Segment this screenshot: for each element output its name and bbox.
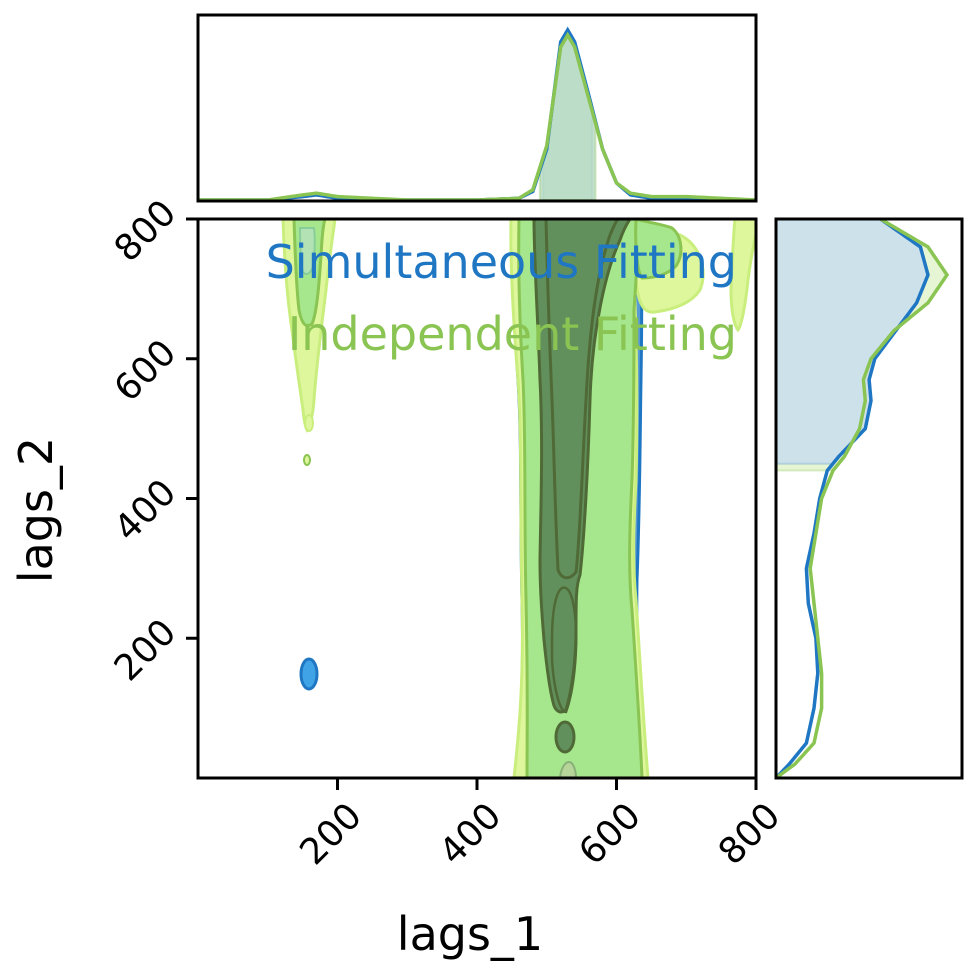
top-marginal-shade bbox=[538, 33, 597, 201]
x-tick-label: 400 bbox=[432, 795, 510, 873]
contour-independent-left-dot-1 bbox=[304, 414, 314, 432]
top-marginal-panel bbox=[196, 13, 758, 203]
y-axis-label: lags_2 bbox=[9, 437, 63, 583]
contour-core-dot-2 bbox=[558, 760, 578, 778]
right-marginal-shade-blue bbox=[776, 219, 928, 464]
legend-item-simultaneous: Simultaneous Fitting bbox=[266, 235, 737, 289]
top-marginal-frame bbox=[196, 13, 758, 203]
x-axis: 200 400 600 800 bbox=[292, 778, 788, 873]
right-marginal-curve bbox=[776, 219, 930, 778]
right-marginal-panel bbox=[774, 217, 964, 780]
contour-independent-left-core bbox=[298, 227, 316, 275]
legend: Simultaneous Fitting Independent Fitting bbox=[266, 235, 737, 361]
top-marginal-curve bbox=[198, 31, 756, 201]
y-axis: 200 400 600 800 bbox=[107, 192, 198, 689]
right-marginal-frame bbox=[774, 217, 964, 780]
y-tick-label: 200 bbox=[107, 612, 185, 690]
contour-independent-right-outer bbox=[729, 219, 756, 333]
right-marginal-curve bbox=[776, 219, 950, 778]
top-marginal-curve bbox=[198, 26, 756, 201]
y-tick-label: 800 bbox=[107, 192, 185, 270]
contour-core-inner bbox=[544, 219, 621, 580]
contour-core-dot-1 bbox=[554, 720, 576, 754]
x-axis-label: lags_1 bbox=[397, 907, 543, 961]
legend-item-independent: Independent Fitting bbox=[288, 307, 737, 361]
x-tick-label: 600 bbox=[571, 795, 649, 873]
x-tick-label: 800 bbox=[711, 795, 789, 873]
x-tick-label: 200 bbox=[292, 795, 370, 873]
contour-independent-left-dot-2 bbox=[303, 454, 311, 466]
y-tick-label: 600 bbox=[107, 332, 185, 410]
contour-simultaneous-blob bbox=[299, 657, 319, 691]
joint-panel: Simultaneous Fitting Independent Fitting bbox=[196, 217, 758, 780]
contour-independent-mid-right-lobe bbox=[634, 219, 683, 280]
contour-core-inner-mid bbox=[550, 586, 578, 714]
y-tick-label: 400 bbox=[107, 472, 185, 550]
